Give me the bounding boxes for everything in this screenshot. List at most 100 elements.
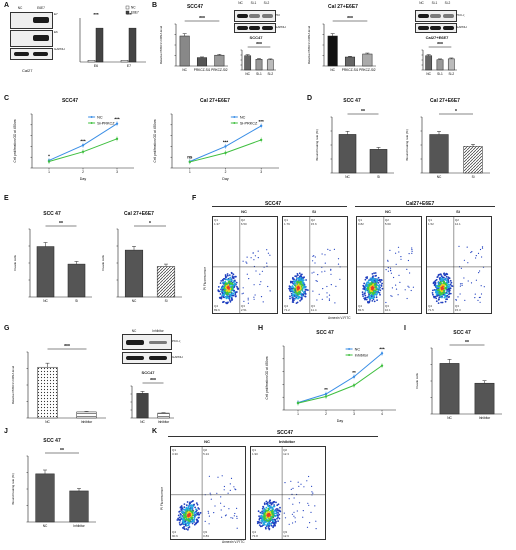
event-dot bbox=[294, 284, 297, 286]
event-dot bbox=[216, 492, 218, 494]
event-dot bbox=[298, 272, 301, 275]
event-dot bbox=[261, 270, 263, 272]
event-dot bbox=[183, 514, 186, 517]
event-dot bbox=[187, 507, 190, 510]
event-dot bbox=[297, 481, 299, 483]
facs-k-xlabel: Annexin V-FITC bbox=[222, 540, 245, 544]
event-dot bbox=[444, 300, 447, 303]
sig-label: ** bbox=[324, 387, 328, 392]
event-dot bbox=[234, 293, 237, 296]
event-dot bbox=[317, 274, 319, 276]
event-dot bbox=[262, 509, 265, 512]
event-dot bbox=[389, 267, 392, 269]
event-dot bbox=[257, 257, 259, 259]
tick-label: PRKCZ-Si2 bbox=[359, 68, 376, 72]
bar-1 bbox=[436, 59, 444, 71]
x-axis-label: Day bbox=[337, 419, 344, 423]
event-dot bbox=[278, 509, 281, 512]
event-dot bbox=[441, 287, 444, 290]
event-dot bbox=[250, 257, 252, 259]
event-dot bbox=[288, 287, 290, 290]
event-dot bbox=[230, 477, 233, 479]
event-dot bbox=[298, 286, 300, 289]
event-dot bbox=[242, 292, 244, 294]
event-dot bbox=[477, 252, 480, 254]
blot-row-gapdh-b1 bbox=[234, 23, 276, 33]
event-dot bbox=[381, 282, 383, 285]
event-dot bbox=[310, 511, 312, 513]
event-dot bbox=[304, 295, 307, 298]
event-dot bbox=[368, 297, 371, 300]
event-dot bbox=[195, 514, 198, 517]
event-dot bbox=[225, 278, 228, 281]
event-dot bbox=[475, 255, 477, 257]
event-dot bbox=[191, 522, 194, 525]
event-dot bbox=[410, 289, 412, 292]
event-dot bbox=[378, 286, 380, 289]
flow-plot-label: Si bbox=[312, 209, 316, 214]
event-dot bbox=[199, 512, 202, 514]
sig-label: ** bbox=[352, 370, 356, 375]
event-dot bbox=[276, 504, 279, 507]
event-dot bbox=[221, 282, 224, 284]
event-dot bbox=[227, 290, 230, 293]
western-blot-b2: PKC-ζ GAPDH bbox=[415, 6, 467, 36]
event-dot bbox=[220, 297, 222, 299]
tick-label: Si bbox=[165, 299, 168, 303]
event-dot bbox=[437, 285, 440, 287]
event-dot bbox=[225, 292, 227, 295]
small-bar-chart-b1: NC Si-1 Si-2 *** bbox=[240, 42, 276, 76]
event-dot bbox=[369, 279, 372, 282]
event-dot bbox=[235, 489, 237, 491]
event-dot bbox=[192, 520, 195, 523]
bar-1 bbox=[474, 382, 495, 415]
event-dot bbox=[375, 285, 377, 287]
event-dot bbox=[447, 296, 450, 298]
bar-1 bbox=[156, 266, 176, 298]
event-dot bbox=[228, 508, 230, 510]
event-dot bbox=[304, 288, 307, 291]
flow-cytometry-plot bbox=[282, 216, 348, 314]
blot-b1-lane-nc: NC bbox=[238, 1, 243, 5]
event-dot bbox=[400, 256, 402, 258]
event-dot bbox=[210, 498, 212, 500]
event-dot bbox=[292, 522, 294, 524]
facs-title-f2: Cal27+E6E7 bbox=[405, 201, 435, 207]
event-dot bbox=[291, 513, 293, 515]
event-dot bbox=[295, 275, 298, 277]
event-dot bbox=[330, 269, 332, 271]
event-dot bbox=[378, 288, 381, 290]
event-dot bbox=[181, 518, 184, 521]
event-dot bbox=[438, 286, 440, 289]
legend-label: NC bbox=[355, 347, 361, 351]
event-dot bbox=[377, 289, 380, 292]
sig-label: * bbox=[48, 153, 50, 158]
event-dot bbox=[435, 278, 438, 281]
event-dot bbox=[292, 286, 294, 289]
quadrant-label: Q4 bbox=[284, 304, 289, 308]
quadrant-label: Q2 bbox=[203, 448, 208, 452]
quadrant-value: 71.5 bbox=[428, 307, 434, 312]
event-dot bbox=[272, 501, 275, 503]
event-dot bbox=[208, 523, 210, 525]
event-dot bbox=[288, 523, 290, 525]
event-dot bbox=[407, 285, 409, 287]
event-dot bbox=[192, 510, 194, 513]
event-dot bbox=[188, 526, 191, 528]
event-dot bbox=[440, 275, 443, 278]
facs-xlabel: Annexin V-FITC bbox=[328, 316, 351, 320]
panel-label-h: H bbox=[258, 325, 264, 332]
event-dot bbox=[461, 283, 463, 285]
event-dot bbox=[301, 294, 303, 297]
event-dot bbox=[235, 281, 238, 284]
event-dot bbox=[197, 520, 199, 523]
event-dot bbox=[400, 258, 402, 260]
sig-label: *** bbox=[64, 344, 70, 350]
event-dot bbox=[242, 260, 244, 262]
legend-swatch bbox=[125, 10, 130, 15]
event-dot bbox=[326, 285, 328, 288]
x-tick-label: 2 bbox=[82, 170, 84, 174]
bar-1 bbox=[67, 263, 86, 298]
event-dot bbox=[224, 295, 227, 298]
event-dot bbox=[442, 285, 444, 288]
